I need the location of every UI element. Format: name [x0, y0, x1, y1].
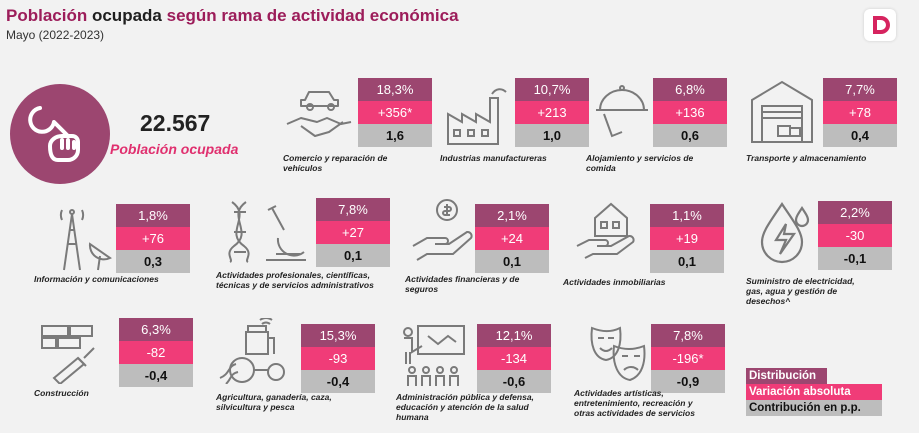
- variation-value: -30: [818, 224, 892, 247]
- distribution-value: 7,7%: [823, 78, 897, 101]
- sector-utilities-values: 2,2% -30 -0,1: [818, 201, 892, 270]
- sector-label: Industrias manufactureras: [440, 153, 547, 163]
- sector-arts-values: 7,8% -196* -0,9: [651, 324, 725, 393]
- sector-information-values: 1,8% +76 0,3: [116, 204, 190, 273]
- wrench-icon: [10, 84, 110, 184]
- contribution-value: -0,9: [651, 370, 725, 393]
- handshake-car-icon: [283, 80, 361, 155]
- variation-value: -93: [301, 347, 375, 370]
- sector-accommodation-values: 6,8% +136 0,6: [653, 78, 727, 147]
- sector-financial-values: 2,1% +24 0,1: [475, 204, 549, 273]
- title-part-1: Población: [6, 6, 88, 25]
- distribution-value: 15,3%: [301, 324, 375, 347]
- contribution-value: -0,4: [119, 364, 193, 387]
- variation-value: -134: [477, 347, 551, 370]
- dna-microscope-icon: [226, 198, 312, 271]
- contribution-value: 1,6: [358, 124, 432, 147]
- sector-label: Transporte y almacenamiento: [746, 153, 867, 163]
- contribution-value: 0,1: [316, 244, 390, 267]
- variation-value: +136: [653, 101, 727, 124]
- trowel-icon: [40, 322, 108, 389]
- variation-value: +356*: [358, 101, 432, 124]
- sector-transport-values: 7,7% +78 0,4: [823, 78, 897, 147]
- contribution-value: 0,1: [650, 250, 724, 273]
- sector-label: Suministro de electricidad, gas, agua y …: [746, 276, 855, 306]
- sector-label: Actividades artísticas, entretenimiento,…: [574, 388, 695, 418]
- tractor-icon: [218, 317, 296, 389]
- contribution-value: -0,4: [301, 370, 375, 393]
- sector-label: Actividades profesionales, científicas, …: [216, 270, 374, 290]
- sector-agriculture-values: 15,3% -93 -0,4: [301, 324, 375, 393]
- variation-value: +24: [475, 227, 549, 250]
- sector-commerce-values: 18,3% +356* 1,6: [358, 78, 432, 147]
- house-hand-icon: [575, 196, 645, 265]
- sector-label: Comercio y reparación de vehículos: [283, 153, 388, 173]
- distribution-value: 6,3%: [119, 318, 193, 341]
- sector-public-administration-values: 12,1% -134 -0,6: [477, 324, 551, 393]
- distribution-value: 1,8%: [116, 204, 190, 227]
- title-part-3: según rama de actividad económica: [166, 6, 459, 25]
- sector-label: Agricultura, ganadería, caza, silvicultu…: [216, 392, 332, 412]
- distribution-value: 18,3%: [358, 78, 432, 101]
- distribution-value: 6,8%: [653, 78, 727, 101]
- legend-variation: Variación absoluta: [746, 384, 882, 400]
- legend-contribution: Contribución en p.p.: [746, 400, 882, 416]
- presentation-icon: [398, 322, 468, 393]
- variation-value: +19: [650, 227, 724, 250]
- contribution-value: 0,1: [475, 250, 549, 273]
- distribution-value: 1,1%: [650, 204, 724, 227]
- sector-label: Administración pública y defensa, educac…: [396, 392, 534, 422]
- contribution-value: 1,0: [515, 124, 589, 147]
- sector-label: Información y comunicaciones: [34, 274, 159, 284]
- distribution-value: 10,7%: [515, 78, 589, 101]
- distribution-value: 2,1%: [475, 204, 549, 227]
- distribution-value: 7,8%: [651, 324, 725, 347]
- page-title: Población ocupada según rama de activida…: [6, 6, 459, 26]
- variation-value: +76: [116, 227, 190, 250]
- warehouse-icon: [748, 78, 816, 151]
- contribution-value: 0,6: [653, 124, 727, 147]
- factory-icon: [442, 84, 512, 153]
- food-tray-icon: [592, 80, 656, 153]
- variation-value: -196*: [651, 347, 725, 370]
- employed-population-label: Población ocupada: [110, 141, 239, 157]
- sector-label: Construcción: [34, 388, 89, 398]
- contribution-value: -0,1: [818, 247, 892, 270]
- variation-value: -82: [119, 341, 193, 364]
- distribution-value: 12,1%: [477, 324, 551, 347]
- sector-real-estate-values: 1,1% +19 0,1: [650, 204, 724, 273]
- contribution-value: -0,6: [477, 370, 551, 393]
- page-subtitle: Mayo (2022-2023): [6, 28, 105, 42]
- logo-icon: [864, 9, 896, 41]
- legend-distribution: Distribución: [746, 368, 827, 384]
- sector-manufacturing-values: 10,7% +213 1,0: [515, 78, 589, 147]
- title-part-2: ocupada: [91, 6, 162, 25]
- contribution-value: 0,3: [116, 250, 190, 273]
- antenna-icon: [40, 204, 116, 277]
- legend: Distribución Variación absoluta Contribu…: [746, 368, 882, 416]
- employed-population-value: 22.567: [140, 110, 211, 136]
- theater-masks-icon: [588, 322, 648, 391]
- money-hand-icon: [409, 196, 475, 273]
- variation-value: +78: [823, 101, 897, 124]
- sector-label: Actividades inmobiliarias: [563, 277, 666, 287]
- distribution-value: 2,2%: [818, 201, 892, 224]
- contribution-value: 0,4: [823, 124, 897, 147]
- sector-label: Actividades financieras y de seguros: [405, 274, 520, 294]
- variation-value: +213: [515, 101, 589, 124]
- sector-construction-values: 6,3% -82 -0,4: [119, 318, 193, 387]
- sector-professional-values: 7,8% +27 0,1: [316, 198, 390, 267]
- sector-label: Alojamiento y servicios de comida: [586, 153, 694, 173]
- energy-drop-icon: [756, 198, 818, 269]
- distribution-value: 7,8%: [316, 198, 390, 221]
- variation-value: +27: [316, 221, 390, 244]
